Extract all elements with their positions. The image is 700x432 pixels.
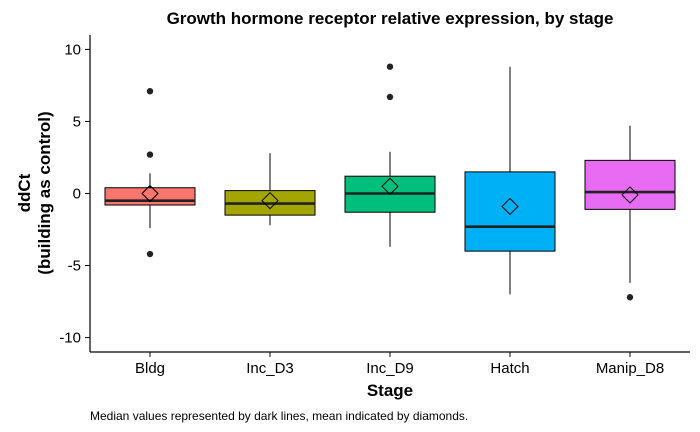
box-iqr <box>464 171 556 252</box>
box-iqr <box>104 187 196 206</box>
box-bldg <box>104 87 196 258</box>
y-tick-label: -10 <box>59 330 81 347</box>
y-tick-label: -5 <box>68 258 81 275</box>
mean-diamond <box>501 197 519 216</box>
outlier-point <box>386 93 394 101</box>
y-tick-label: 10 <box>64 41 81 58</box>
box-hatch <box>464 66 556 295</box>
x-axis-ticks: Bldg Inc_D3 Inc_D9 Hatch Manip_D8 <box>135 352 664 377</box>
chart-caption: Median values represented by dark lines,… <box>90 409 468 423</box>
x-tick-label: Manip_D8 <box>596 360 664 377</box>
x-axis-title: Stage <box>367 381 413 400</box>
mean-diamond <box>141 184 159 203</box>
box-series <box>104 63 676 301</box>
y-tick-label: 5 <box>73 113 81 130</box>
outlier-point <box>386 63 394 70</box>
box-manip-d8 <box>584 125 676 301</box>
y-axis-ticks: 10 5 0 -5 -10 <box>59 41 90 347</box>
mean-diamond <box>621 186 639 204</box>
x-tick-label: Hatch <box>490 360 529 377</box>
y-tick-label: 0 <box>73 186 81 203</box>
y-axis-title-line-2: (building as control) <box>35 111 54 274</box>
x-tick-label: Inc_D9 <box>366 360 414 377</box>
box-inc-d3 <box>224 153 316 226</box>
outlier-point <box>146 87 154 95</box>
outlier-point <box>626 294 634 301</box>
mean-diamond <box>381 177 399 196</box>
chart-title: Growth hormone receptor relative express… <box>167 9 614 28</box>
x-tick-label: Inc_D3 <box>246 360 294 377</box>
box-inc-d9 <box>344 63 436 247</box>
y-axis-title-line-1: ddCt <box>15 173 34 212</box>
x-tick-label: Bldg <box>135 360 165 377</box>
mean-diamond <box>261 191 279 210</box>
outlier-point <box>146 250 154 258</box>
y-axis-title: ddCt (building as control) <box>15 111 54 274</box>
box-iqr <box>584 159 676 210</box>
outlier-point <box>146 151 154 158</box>
